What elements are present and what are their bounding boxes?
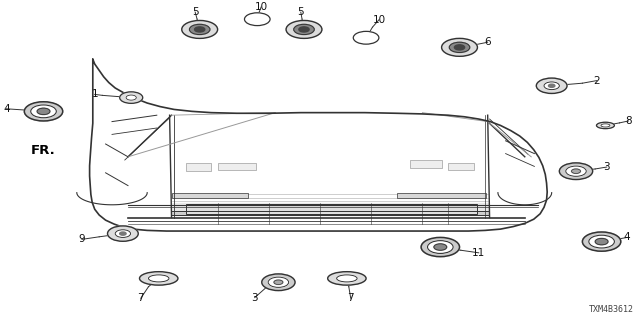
Text: TXM4B3612: TXM4B3612 (589, 305, 634, 314)
Bar (410, 160, 442, 168)
Circle shape (294, 24, 314, 35)
Ellipse shape (601, 124, 610, 127)
Text: 4: 4 (624, 232, 630, 243)
Bar (448, 163, 474, 170)
Text: 5: 5 (298, 7, 304, 17)
Circle shape (182, 20, 218, 38)
Circle shape (244, 13, 270, 26)
Text: 7: 7 (348, 293, 354, 303)
Circle shape (572, 169, 580, 173)
Circle shape (37, 108, 50, 115)
Text: 5: 5 (192, 7, 198, 17)
Circle shape (274, 280, 283, 284)
Circle shape (126, 95, 136, 100)
Circle shape (268, 277, 289, 287)
Circle shape (31, 105, 56, 118)
Circle shape (195, 27, 205, 32)
Ellipse shape (148, 275, 169, 282)
Circle shape (120, 232, 126, 235)
Text: 10: 10 (255, 2, 268, 12)
Bar (186, 204, 477, 214)
Circle shape (108, 226, 138, 241)
Circle shape (582, 232, 621, 251)
Ellipse shape (328, 272, 366, 285)
Circle shape (548, 84, 555, 87)
Circle shape (189, 24, 210, 35)
Circle shape (24, 102, 63, 121)
Text: 3: 3 (604, 162, 610, 172)
Circle shape (454, 45, 465, 50)
Bar (186, 163, 211, 171)
Text: 6: 6 (484, 37, 491, 47)
Text: FR.: FR. (31, 144, 56, 157)
Circle shape (566, 166, 586, 176)
Text: 2: 2 (593, 76, 600, 86)
Circle shape (428, 241, 453, 253)
Text: 11: 11 (472, 248, 485, 258)
Circle shape (442, 38, 477, 56)
Text: 1: 1 (92, 89, 98, 100)
Ellipse shape (337, 275, 357, 282)
Circle shape (421, 237, 460, 257)
Circle shape (589, 235, 614, 248)
Text: 8: 8 (625, 116, 632, 126)
Circle shape (559, 163, 593, 180)
Circle shape (449, 42, 470, 52)
Circle shape (286, 20, 322, 38)
Circle shape (536, 78, 567, 93)
Text: 7: 7 (138, 293, 144, 303)
Bar (397, 193, 486, 198)
Circle shape (115, 230, 131, 237)
Circle shape (544, 82, 559, 90)
Circle shape (299, 27, 309, 32)
Ellipse shape (596, 122, 614, 129)
Bar (218, 163, 256, 170)
Ellipse shape (140, 272, 178, 285)
Text: 3: 3 (252, 292, 258, 303)
Circle shape (262, 274, 295, 291)
Circle shape (353, 31, 379, 44)
Bar (172, 193, 248, 198)
Circle shape (595, 238, 608, 245)
Circle shape (434, 244, 447, 250)
Text: 9: 9 (79, 234, 85, 244)
Text: 10: 10 (372, 15, 385, 25)
Text: 4: 4 (3, 104, 10, 114)
Circle shape (120, 92, 143, 103)
